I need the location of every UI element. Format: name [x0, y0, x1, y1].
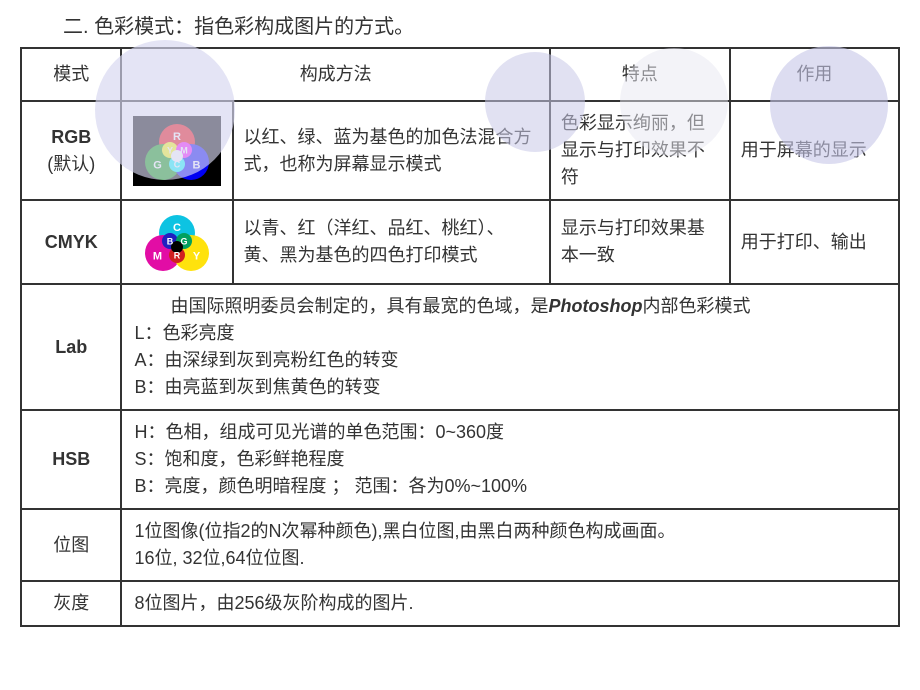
bitmap-line2: 16位, 32位,64位位图. — [134, 545, 886, 572]
cmyk-method: 以青、红（洋红、品红、桃红）、黄、黑为基色的四色打印模式 — [233, 200, 550, 284]
lab-line1-pre: 由国际照明委员会制定的，具有最宽的色域，是 — [170, 296, 548, 316]
lab-line1-post: 内部色彩模式 — [642, 296, 750, 316]
cmyk-venn-icon: C M Y BGR — [133, 207, 221, 277]
svg-text:B: B — [193, 159, 201, 171]
rgb-venn-icon: R G B YMC — [133, 116, 221, 186]
svg-text:C: C — [173, 222, 181, 234]
rgb-default-label: (默认) — [32, 151, 110, 178]
lab-line2: L：色彩亮度 — [134, 320, 886, 347]
hsb-line3: B：亮度，颜色明暗程度 ； 范围：各为0%~100% — [134, 473, 886, 500]
gray-name: 灰度 — [21, 581, 121, 626]
page-heading: 二. 色彩模式：指色彩构成图片的方式。 — [0, 0, 920, 47]
row-gray: 灰度 8位图片，由256级灰阶构成的图片. — [21, 581, 899, 626]
rgb-feature: 色彩显示绚丽，但显示与打印效果不符 — [550, 101, 730, 200]
svg-text:C: C — [174, 159, 181, 169]
bitmap-desc: 1位图像(位指2的N次幂种颜色),黑白位图,由黑白两种颜色构成画面。 16位, … — [121, 509, 899, 581]
bitmap-name: 位图 — [21, 509, 121, 581]
lab-line3: A：由深绿到灰到亮粉红色的转变 — [134, 347, 886, 374]
cmyk-name-cell: CMYK — [21, 200, 121, 284]
lab-desc: 由国际照明委员会制定的，具有最宽的色域，是Photoshop内部色彩模式 L：色… — [121, 284, 899, 410]
color-mode-table-wrap: 模式 构成方法 特点 作用 RGB (默认) RGBYMC 以红、绿、蓝为基色的… — [0, 47, 920, 641]
rgb-venn-cell: R G B YMC — [121, 101, 232, 200]
cmyk-name: CMYK — [45, 232, 98, 252]
cmyk-feature: 显示与打印效果基本一致 — [550, 200, 730, 284]
rgb-method: 以红、绿、蓝为基色的加色法混合方式，也称为屏幕显示模式 — [233, 101, 550, 200]
svg-text:Y: Y — [167, 145, 173, 155]
rgb-use: 用于屏幕的显示 — [730, 101, 899, 200]
hsb-line1: H：色相，组成可见光谱的单色范围：0~360度 — [134, 419, 886, 446]
row-cmyk: CMYK C M Y BGR 以青、红（洋红、品红、桃红）、黄、黑为基色的四色打印模式… — [21, 200, 899, 284]
cmyk-venn-cell: C M Y BGR — [121, 200, 232, 284]
cmyk-use: 用于打印、输出 — [730, 200, 899, 284]
svg-text:M: M — [153, 250, 162, 262]
table-header-row: 模式 构成方法 特点 作用 — [21, 48, 899, 101]
header-feature: 特点 — [550, 48, 730, 101]
header-use: 作用 — [730, 48, 899, 101]
svg-text:M: M — [180, 145, 188, 155]
rgb-name-cell: RGB (默认) — [21, 101, 121, 200]
header-method: 构成方法 — [121, 48, 549, 101]
row-lab: Lab 由国际照明委员会制定的，具有最宽的色域，是Photoshop内部色彩模式… — [21, 284, 899, 410]
row-hsb: HSB H：色相，组成可见光谱的单色范围：0~360度 S：饱和度，色彩鲜艳程度… — [21, 410, 899, 509]
svg-text:G: G — [153, 159, 162, 171]
svg-text:G: G — [181, 236, 188, 246]
lab-line1-ital: Photoshop — [548, 296, 642, 316]
rgb-name: RGB — [51, 127, 91, 147]
header-mode: 模式 — [21, 48, 121, 101]
svg-text:Y: Y — [193, 250, 201, 262]
bitmap-line1: 1位图像(位指2的N次幂种颜色),黑白位图,由黑白两种颜色构成画面。 — [134, 518, 886, 545]
lab-line4: B：由亮蓝到灰到焦黄色的转变 — [134, 374, 886, 401]
svg-text:R: R — [174, 250, 181, 260]
gray-desc: 8位图片，由256级灰阶构成的图片. — [121, 581, 899, 626]
hsb-line2: S：饱和度，色彩鲜艳程度 — [134, 446, 886, 473]
lab-name: Lab — [21, 284, 121, 410]
color-mode-table: 模式 构成方法 特点 作用 RGB (默认) RGBYMC 以红、绿、蓝为基色的… — [20, 47, 900, 627]
svg-text:R: R — [173, 130, 181, 142]
hsb-name: HSB — [21, 410, 121, 509]
row-rgb: RGB (默认) RGBYMC 以红、绿、蓝为基色的加色法混合方式，也称为屏幕显… — [21, 101, 899, 200]
row-bitmap: 位图 1位图像(位指2的N次幂种颜色),黑白位图,由黑白两种颜色构成画面。 16… — [21, 509, 899, 581]
svg-text:B: B — [167, 236, 174, 246]
hsb-desc: H：色相，组成可见光谱的单色范围：0~360度 S：饱和度，色彩鲜艳程度 B：亮… — [121, 410, 899, 509]
gray-line1: 8位图片，由256级灰阶构成的图片. — [134, 593, 413, 613]
